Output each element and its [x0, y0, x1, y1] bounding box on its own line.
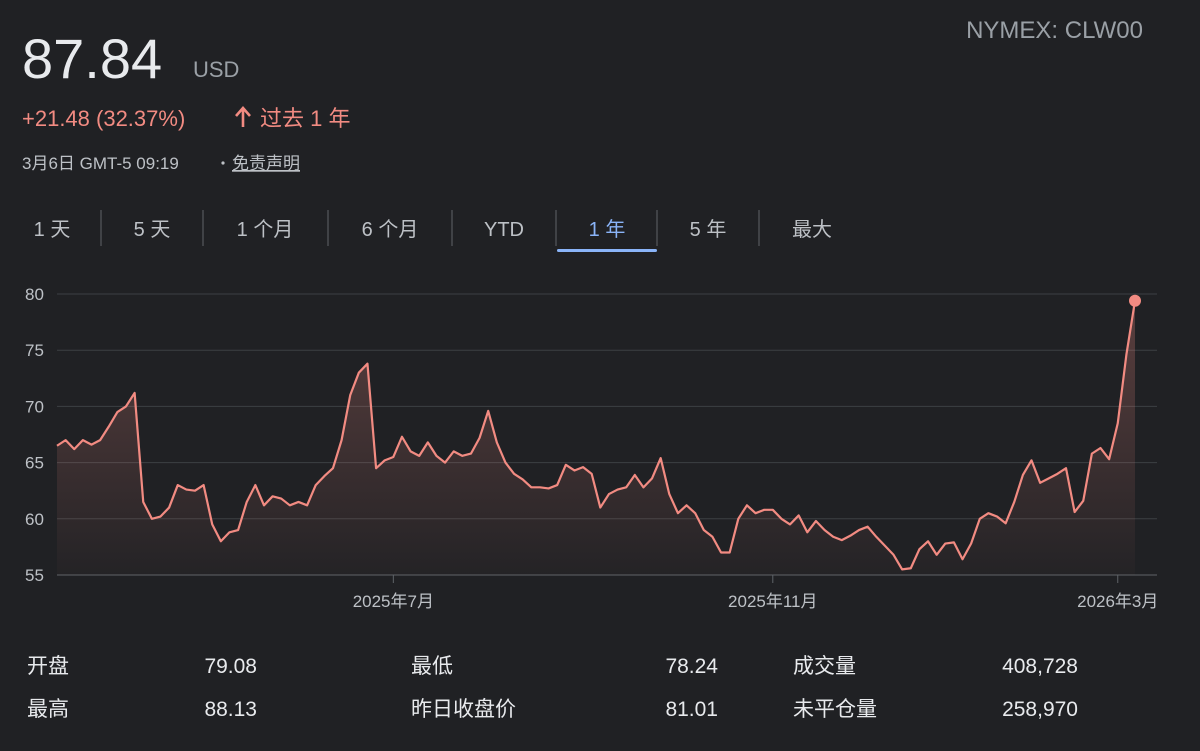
area-fill	[57, 300, 1135, 575]
stat-value: 78.24	[665, 655, 718, 678]
y-tick-label: 60	[25, 510, 44, 529]
y-tick-label: 75	[25, 341, 44, 360]
range-tab[interactable]: 5 年	[690, 218, 727, 241]
range-tab[interactable]: 5 天	[134, 219, 171, 241]
y-tick-label: 55	[25, 566, 44, 585]
range-tab[interactable]: YTD	[484, 219, 524, 241]
stat-label: 开盘	[27, 655, 69, 678]
stat-value: 79.08	[204, 655, 257, 678]
up-arrow	[235, 106, 251, 127]
timestamp: 3月6日 GMT-5 09:19	[22, 154, 179, 173]
range-tab[interactable]: 1 年	[589, 218, 626, 241]
active-tab-indicator	[557, 249, 657, 252]
y-tick-label: 65	[25, 454, 44, 473]
currency: USD	[193, 57, 239, 82]
range-tab[interactable]: 1 个月	[237, 218, 294, 241]
y-tick-label: 80	[25, 285, 44, 304]
range-tab[interactable]: 6 个月	[362, 218, 419, 241]
last-point	[1129, 294, 1141, 307]
stat-label: 最高	[27, 698, 69, 721]
x-tick-label: 2025年11月	[728, 592, 817, 611]
stat-label: 昨日收盘价	[411, 698, 516, 721]
separator-dot	[221, 161, 225, 165]
price-chart: 55 60 65 70 75 80 2025年7月 2025年11月 2026年3月	[25, 285, 1158, 611]
stat-value: 81.01	[665, 698, 718, 721]
stat-label: 未平仓量	[793, 698, 877, 721]
range-tab[interactable]: 1 天	[34, 219, 71, 241]
price-change: +21.48 (32.37%)	[22, 106, 185, 131]
stat-value: 408,728	[1002, 655, 1078, 678]
range-tabs: 1 天 5 天 1 个月 6 个月 YTD 1 年 5 年 最大	[34, 210, 832, 252]
disclaimer-link[interactable]: 免责声明	[232, 154, 300, 173]
x-tick-label: 2025年7月	[353, 592, 434, 611]
stat-value: 258,970	[1002, 698, 1078, 721]
stats-table: 开盘 79.08 最低 78.24 成交量 408,728 最高 88.13 昨日收盘价 81.0…	[27, 655, 1078, 721]
price: 87.84	[22, 27, 162, 90]
y-tick-label: 70	[25, 397, 44, 416]
stat-label: 成交量	[793, 655, 856, 678]
ticker: NYMEX: CLW00	[966, 17, 1143, 44]
stat-label: 最低	[411, 655, 453, 678]
price-line	[56, 300, 1137, 571]
x-tick-label: 2026年3月	[1077, 592, 1158, 611]
stat-value: 88.13	[204, 698, 257, 721]
range-tab[interactable]: 最大	[792, 218, 832, 241]
change-period: 过去 1 年	[260, 106, 350, 131]
